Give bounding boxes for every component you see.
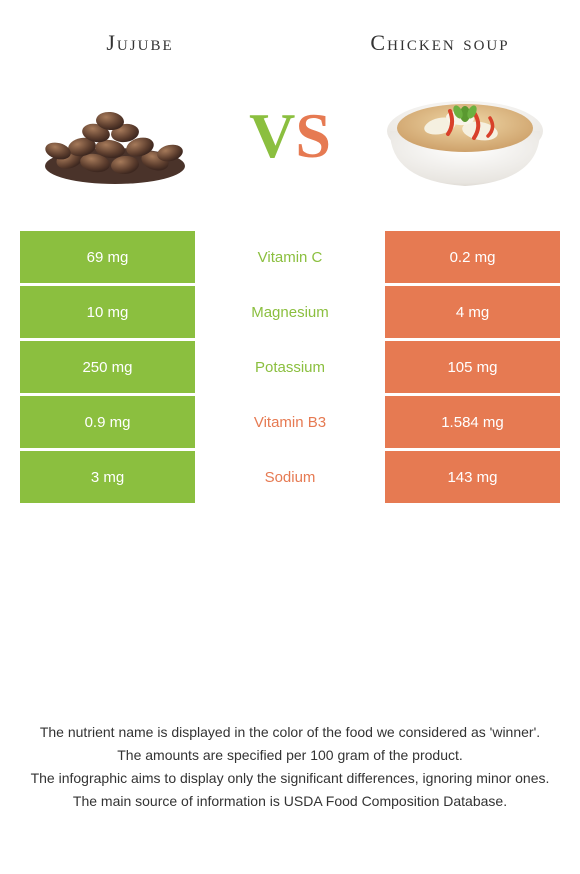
footer-line: The nutrient name is displayed in the co…: [20, 722, 560, 743]
footer-notes: The nutrient name is displayed in the co…: [20, 722, 560, 814]
right-food-title: Chicken soup: [340, 30, 540, 56]
right-value: 0.2 mg: [385, 231, 560, 283]
vs-v: V: [249, 99, 295, 173]
table-row: 3 mg Sodium 143 mg: [20, 451, 560, 503]
table-row: 10 mg Magnesium 4 mg: [20, 286, 560, 338]
table-row: 0.9 mg Vitamin B3 1.584 mg: [20, 396, 560, 448]
nutrient-label: Magnesium: [195, 286, 385, 338]
images-row: VS: [0, 66, 580, 221]
left-value: 69 mg: [20, 231, 195, 283]
right-value: 143 mg: [385, 451, 560, 503]
left-value: 250 mg: [20, 341, 195, 393]
nutrient-label: Vitamin B3: [195, 396, 385, 448]
vs-label: VS: [249, 99, 331, 173]
table-row: 69 mg Vitamin C 0.2 mg: [20, 231, 560, 283]
nutrient-table: 69 mg Vitamin C 0.2 mg 10 mg Magnesium 4…: [20, 231, 560, 503]
nutrient-label: Sodium: [195, 451, 385, 503]
soup-icon: [380, 76, 550, 196]
left-value: 3 mg: [20, 451, 195, 503]
left-food-title: Jujube: [40, 30, 240, 56]
left-value: 0.9 mg: [20, 396, 195, 448]
left-value: 10 mg: [20, 286, 195, 338]
right-value: 1.584 mg: [385, 396, 560, 448]
jujube-image: [30, 76, 200, 196]
header-row: Jujube Chicken soup: [0, 0, 580, 66]
jujube-icon: [30, 81, 200, 191]
nutrient-label: Vitamin C: [195, 231, 385, 283]
footer-line: The main source of information is USDA F…: [20, 791, 560, 812]
footer-line: The infographic aims to display only the…: [20, 768, 560, 789]
right-value: 4 mg: [385, 286, 560, 338]
soup-image: [380, 76, 550, 196]
footer-line: The amounts are specified per 100 gram o…: [20, 745, 560, 766]
table-row: 250 mg Potassium 105 mg: [20, 341, 560, 393]
vs-s: S: [295, 99, 331, 173]
right-value: 105 mg: [385, 341, 560, 393]
nutrient-label: Potassium: [195, 341, 385, 393]
